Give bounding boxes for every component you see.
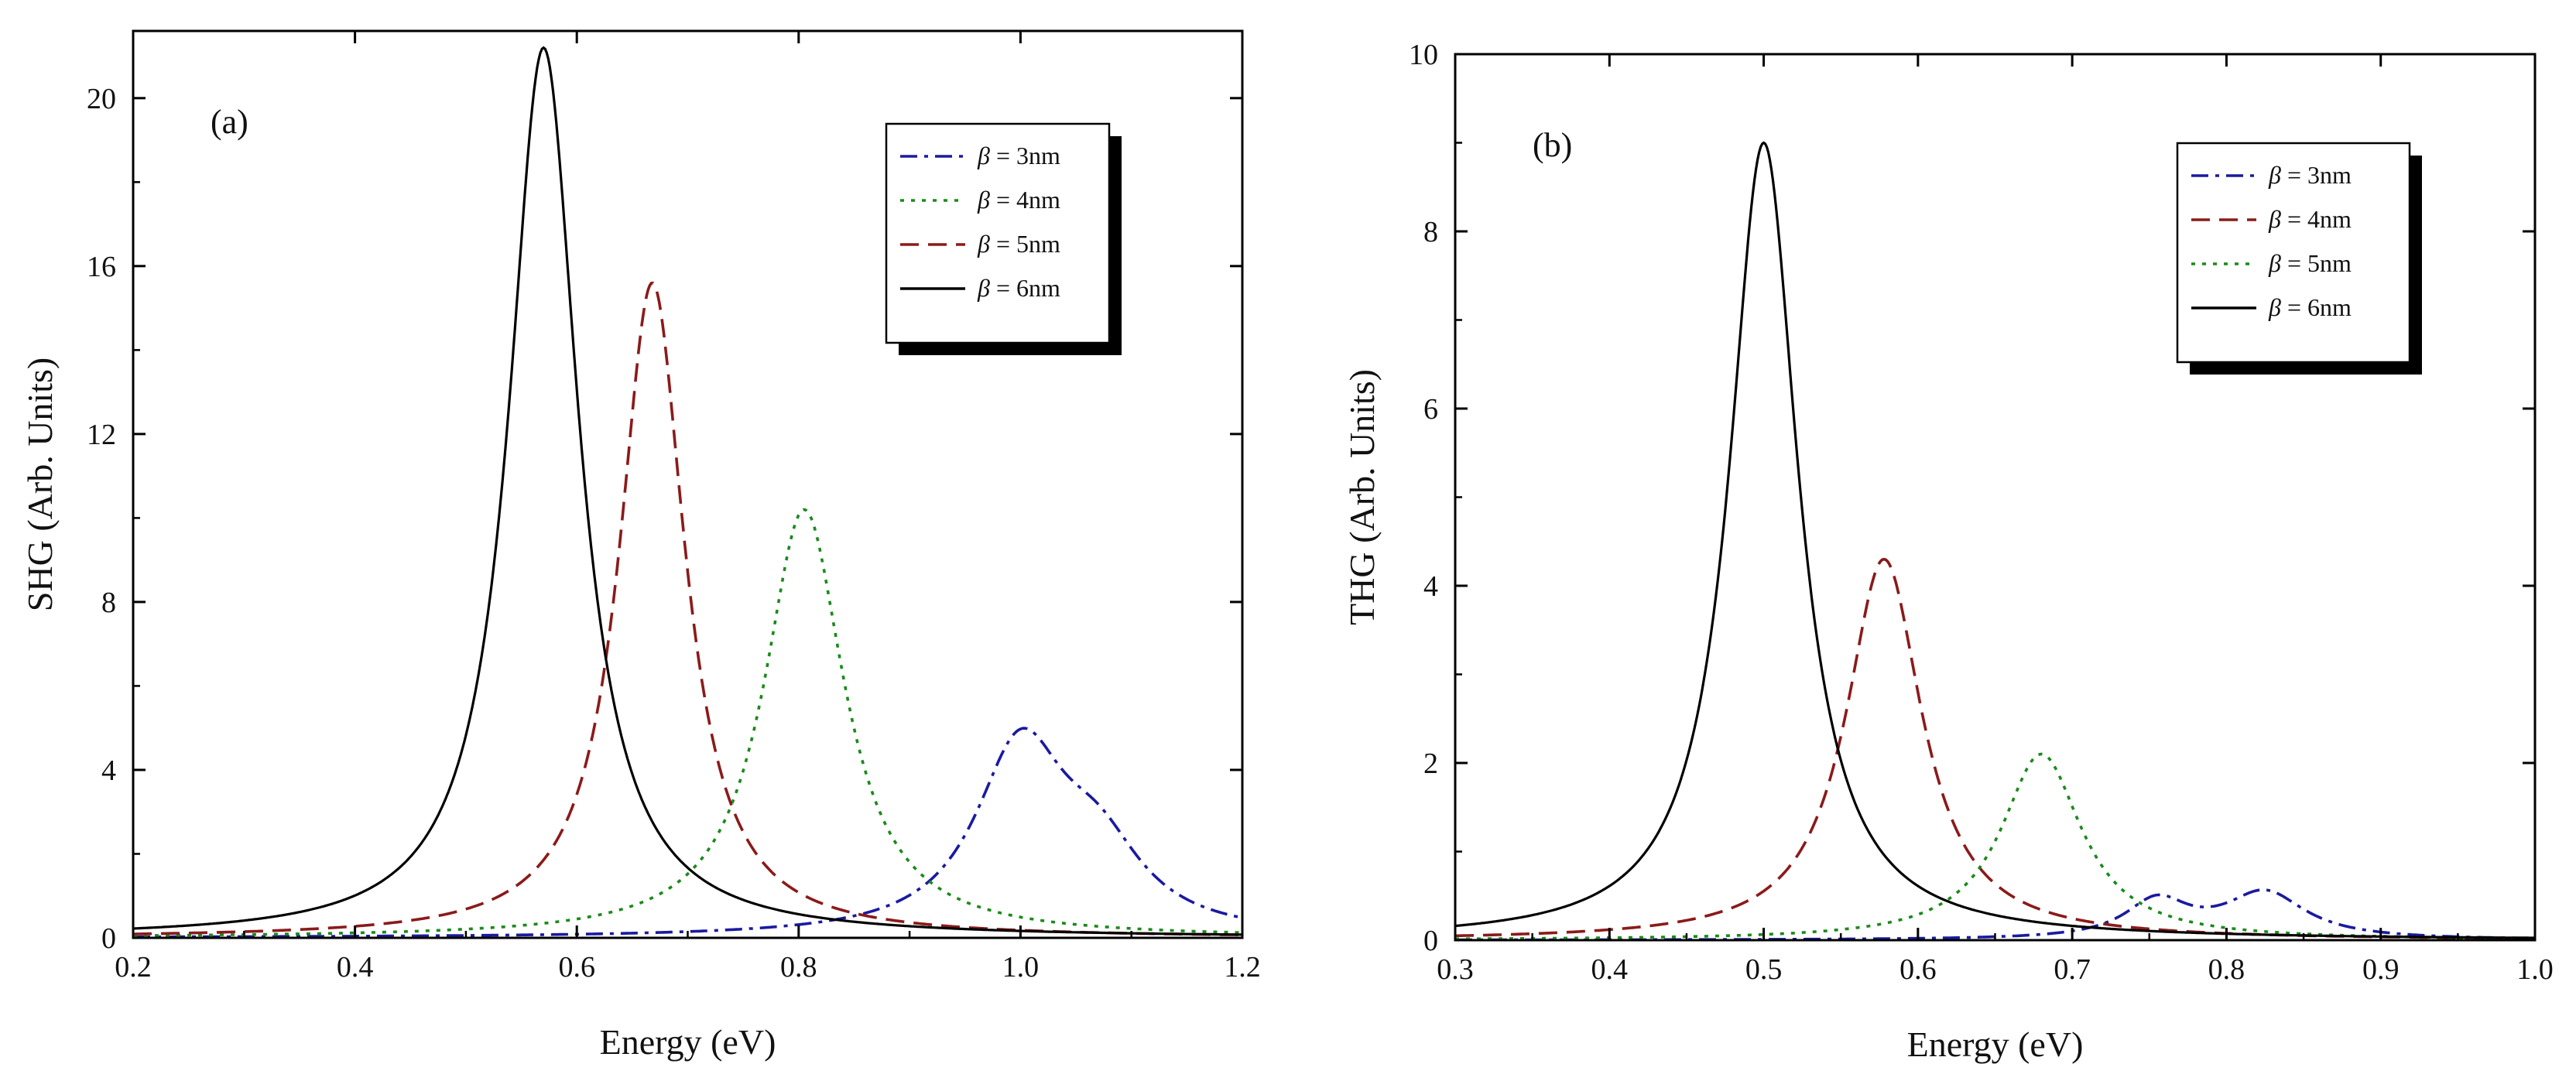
x-tick-label: 0.8	[780, 951, 817, 984]
y-tick-label: 0	[101, 922, 116, 955]
legend-value: = 3nm	[990, 142, 1060, 169]
x-tick-label: 0.5	[1745, 953, 1783, 986]
legend-beta: β	[2268, 249, 2281, 277]
y-axis-title: SHG (Arb. Units)	[20, 357, 60, 611]
legend-label-3: β = 6nm	[977, 274, 1060, 302]
x-tick-label: 0.8	[2208, 953, 2245, 986]
legend-beta: β	[977, 274, 990, 302]
x-tick-label: 0.9	[2362, 953, 2400, 986]
legend-value: = 4nm	[2281, 205, 2352, 233]
legend-beta: β	[2268, 161, 2281, 189]
legend-value: = 6nm	[990, 274, 1060, 302]
x-tick-label: 0.3	[1437, 953, 1474, 986]
y-tick-label: 0	[1423, 925, 1438, 957]
x-tick-label: 0.4	[1591, 953, 1629, 986]
y-tick-label: 4	[101, 754, 116, 787]
legend-label-1: β = 4nm	[2268, 205, 2352, 233]
legend-beta: β	[977, 230, 990, 258]
x-tick-label: 0.2	[115, 951, 152, 984]
x-tick-label: 1.0	[1002, 951, 1040, 984]
legend-label-2: β = 5nm	[2268, 249, 2352, 277]
y-tick-label: 4	[1423, 570, 1438, 603]
series-line-3	[133, 46, 1242, 936]
y-tick-label: 10	[1409, 39, 1438, 71]
y-tick-label: 16	[87, 251, 116, 283]
legend-label-0: β = 3nm	[977, 142, 1060, 169]
y-tick-label: 8	[101, 587, 116, 619]
legend-beta: β	[2268, 293, 2281, 321]
x-tick-label: 0.6	[1899, 953, 1937, 986]
x-tick-label: 0.4	[337, 951, 374, 984]
legend-value: = 5nm	[2281, 249, 2352, 277]
legend-box	[2176, 142, 2411, 364]
legend-value: = 3nm	[2281, 161, 2352, 189]
legend-label-3: β = 6nm	[2268, 293, 2352, 321]
y-axis-title: THG (Arb. Units)	[1342, 369, 1382, 625]
x-axis-title: Energy (eV)	[600, 1022, 776, 1062]
x-tick-label: 1.0	[2516, 953, 2554, 986]
series-group	[133, 46, 1242, 938]
y-tick-label: 2	[1423, 747, 1438, 780]
legend-box	[885, 122, 1111, 344]
legend-label-0: β = 3nm	[2268, 161, 2352, 189]
legend-beta: β	[977, 142, 990, 169]
x-tick-label: 0.6	[558, 951, 595, 984]
x-tick-label: 1.2	[1224, 951, 1261, 984]
legend-value: = 5nm	[990, 230, 1060, 258]
y-tick-label: 8	[1423, 216, 1438, 248]
y-tick-label: 20	[87, 83, 116, 115]
legend-value: = 4nm	[990, 186, 1060, 214]
series-line-2	[1455, 752, 2535, 940]
chart-panel-0: 0.2 0.4 0.6 0.8 1.0 1.2 0 4 8 12 16 20 Energy (eV) SH…	[20, 29, 1261, 1062]
panel-label: (a)	[211, 103, 248, 141]
legend-beta: β	[2268, 205, 2281, 233]
series-line-1	[133, 508, 1242, 937]
legend-value: = 6nm	[2281, 293, 2352, 321]
series-line-2	[133, 281, 1242, 936]
legend-beta: β	[977, 186, 990, 214]
chart-panel-1: 0.3 0.4 0.5 0.6 0.7 0.8 0.9 1.0 0 2 4 6 8 10 Energy (e…	[1342, 39, 2554, 1064]
series-line-3	[1455, 141, 2535, 939]
x-axis-title: Energy (eV)	[1907, 1025, 2084, 1064]
y-tick-label: 12	[87, 419, 116, 451]
legend-label-1: β = 4nm	[977, 186, 1060, 214]
x-tick-label: 0.7	[2054, 953, 2091, 986]
panel-label: (b)	[1533, 126, 1572, 164]
legend-label-2: β = 5nm	[977, 230, 1060, 258]
series-line-0	[133, 727, 1242, 938]
y-tick-label: 6	[1423, 393, 1438, 426]
